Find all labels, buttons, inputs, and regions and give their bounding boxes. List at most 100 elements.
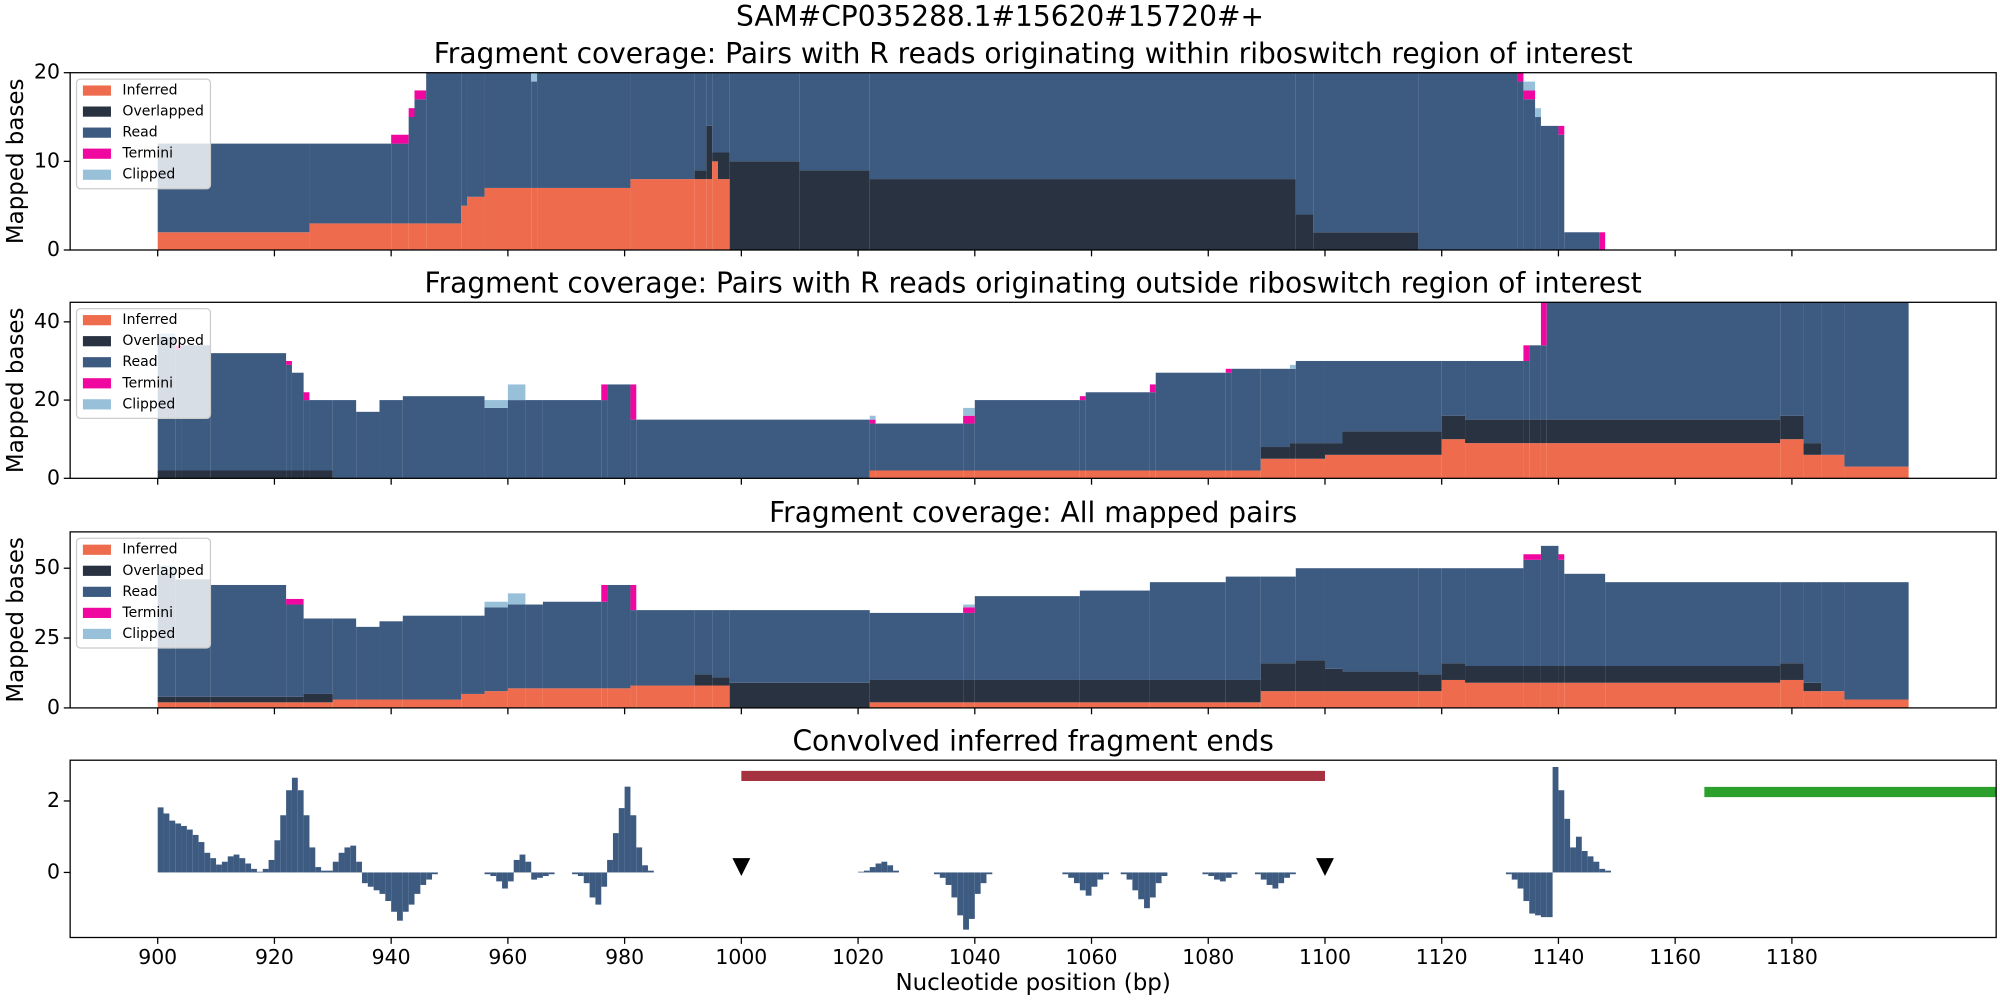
coverage-segment <box>974 596 1080 680</box>
subplot-title: Fragment coverage: All mapped pairs <box>769 496 1297 529</box>
coverage-segment <box>717 179 730 250</box>
legend-swatch <box>82 399 111 410</box>
subplot-title: Convolved inferred fragment ends <box>792 724 1273 757</box>
bar <box>163 813 170 873</box>
bar <box>245 863 252 873</box>
coverage-segment <box>175 470 182 479</box>
bar <box>426 872 433 880</box>
bar <box>420 872 427 885</box>
coverage-segment <box>963 702 975 708</box>
subplot: Fragment coverage: Pairs with R reads or… <box>3 37 1997 261</box>
bar <box>577 872 584 877</box>
bar <box>1120 872 1127 875</box>
coverage-segment <box>402 699 462 708</box>
legend-label: Read <box>122 584 157 600</box>
coverage-segment <box>303 618 333 694</box>
coverage-segment <box>1465 443 1524 479</box>
coverage-segment <box>525 688 543 708</box>
coverage-segment <box>1313 232 1419 250</box>
bar <box>863 870 870 873</box>
legend-swatch <box>82 565 111 576</box>
coverage-segment <box>1342 671 1419 692</box>
coverage-segment <box>157 696 176 703</box>
coverage-segment <box>1324 668 1343 692</box>
coverage-segment <box>1295 443 1325 459</box>
coverage-segment <box>1079 679 1150 703</box>
coverage-segment <box>694 685 713 708</box>
coverage-segment <box>1289 443 1296 459</box>
coverage-segment <box>1803 302 1822 444</box>
bar <box>1202 872 1209 875</box>
coverage-segment <box>537 72 631 188</box>
coverage-segment <box>630 419 637 479</box>
legend-label: Termini <box>121 605 173 621</box>
coverage-segment <box>1441 568 1466 664</box>
bar <box>893 870 899 873</box>
coverage-segment <box>1342 360 1442 432</box>
coverage-segment <box>636 610 695 686</box>
bar <box>1208 872 1215 877</box>
coverage-segment <box>712 677 730 686</box>
coverage-segment <box>1313 72 1419 233</box>
coverage-segment <box>1803 443 1822 455</box>
coverage-segment <box>729 610 870 683</box>
coverage-segment <box>706 72 713 126</box>
coverage-segment <box>1225 372 1232 471</box>
coverage-segment <box>210 584 287 697</box>
coverage-segment <box>507 593 526 605</box>
bar <box>303 815 310 873</box>
legend-label: Overlapped <box>122 563 204 579</box>
coverage-segment <box>542 400 602 479</box>
coverage-segment <box>1517 72 1524 82</box>
bar <box>221 861 228 873</box>
coverage-segment <box>1260 368 1290 448</box>
legend-swatch <box>82 607 111 618</box>
bar <box>583 872 590 884</box>
coverage-segment <box>356 411 380 479</box>
coverage-segment <box>1079 590 1150 680</box>
bar <box>607 859 613 873</box>
coverage-segment <box>1342 691 1419 708</box>
legend-label: Read <box>122 354 157 370</box>
coverage-segment <box>1342 431 1442 455</box>
coverage-segment <box>309 470 333 479</box>
coverage-segment <box>1803 454 1822 479</box>
bar <box>326 870 333 873</box>
coverage-segment <box>630 685 637 708</box>
coverage-segment <box>157 232 310 250</box>
coverage-segment <box>630 610 637 686</box>
legend-swatch <box>82 586 111 597</box>
subplot: Fragment coverage: Pairs with R reads or… <box>3 266 1997 489</box>
coverage-segment <box>1079 470 1086 479</box>
y-tick-label: 25 <box>34 625 60 649</box>
coverage-segment <box>309 143 392 224</box>
coverage-segment <box>1418 568 1442 675</box>
coverage-segment <box>408 108 415 118</box>
bar <box>980 872 987 884</box>
bar <box>1523 872 1530 902</box>
bar <box>1161 872 1168 877</box>
legend: Inferred Overlapped Read Termini Clipped <box>75 537 212 649</box>
coverage-segment <box>869 419 876 424</box>
coverage-segment <box>356 699 380 708</box>
legend-label: Clipped <box>122 167 175 183</box>
bar <box>1126 872 1133 880</box>
bar <box>542 872 549 877</box>
coverage-segment <box>1535 108 1541 118</box>
coverage-segment <box>1780 679 1804 708</box>
coverage-segment <box>1342 568 1419 672</box>
bar <box>1225 872 1232 878</box>
coverage-segment <box>1540 419 1547 444</box>
bar <box>367 872 374 887</box>
bar <box>618 808 625 873</box>
legend-label: Inferred <box>122 83 177 99</box>
coverage-segment <box>636 685 695 708</box>
y-tick-label: 0 <box>47 237 60 261</box>
coverage-segment <box>414 99 427 224</box>
bar <box>1605 870 1611 873</box>
coverage-segment <box>1149 679 1226 703</box>
coverage-segment <box>210 470 287 479</box>
coverage-segment <box>869 702 964 708</box>
coverage-segment <box>391 223 409 250</box>
